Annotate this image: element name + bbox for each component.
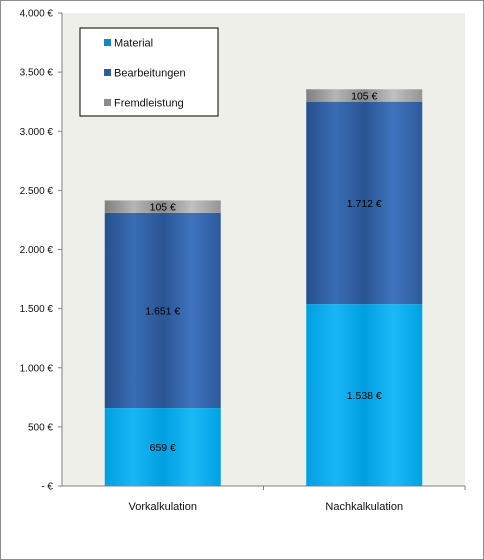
y-tick-label: 500 € (28, 422, 53, 433)
legend-label: Bearbeitungen (114, 68, 186, 80)
x-axis: Vorkalkulation Nachkalkulation (129, 486, 466, 513)
bar-segment-material (104, 408, 221, 486)
x-category-label: Nachkalkulation (325, 501, 403, 513)
bar-segment-fremdleistung (104, 200, 221, 213)
data-label: 1.651 € (145, 305, 180, 317)
y-tick-label: 2.500 € (20, 186, 54, 197)
bar-segment-fremdleistung (306, 89, 423, 102)
y-tick-label: 2.000 € (20, 245, 54, 256)
y-axis: - € 500 € 1.000 € 1.500 € 2.000 € 2.500 € 3.00… (20, 9, 62, 493)
y-tick-label: 1.000 € (20, 363, 54, 374)
data-label: 1.712 € (347, 198, 382, 210)
legend-swatch-material (104, 39, 111, 46)
bar-segment-bearbeitungen (306, 101, 423, 305)
legend-swatch-fremdleistung (104, 99, 111, 106)
bars (104, 89, 423, 486)
x-category-label: Vorkalkulation (129, 501, 198, 513)
data-label: 659 € (150, 442, 176, 454)
data-label: 105 € (351, 90, 377, 102)
data-labels: 659 € 1.651 € 105 € 1.538 € 1.712 € 105 € (145, 90, 382, 454)
legend: Material Bearbeitungen Fremdleistung (79, 27, 219, 117)
y-tick-label: 3.500 € (20, 68, 54, 79)
y-tick-label: 4.000 € (20, 9, 54, 20)
y-tick-label: 1.500 € (20, 304, 54, 315)
y-tick-label: 3.000 € (20, 127, 54, 138)
y-tick-label: - € (41, 482, 53, 493)
legend-label: Material (114, 38, 153, 50)
bar-segment-material (306, 304, 423, 486)
bar-segment-bearbeitungen (104, 212, 221, 409)
data-label: 1.538 € (347, 390, 382, 402)
legend-box (79, 27, 219, 117)
legend-label: Fremdleistung (114, 98, 184, 110)
data-label: 105 € (150, 202, 176, 214)
legend-swatch-bearbeitungen (104, 69, 111, 76)
